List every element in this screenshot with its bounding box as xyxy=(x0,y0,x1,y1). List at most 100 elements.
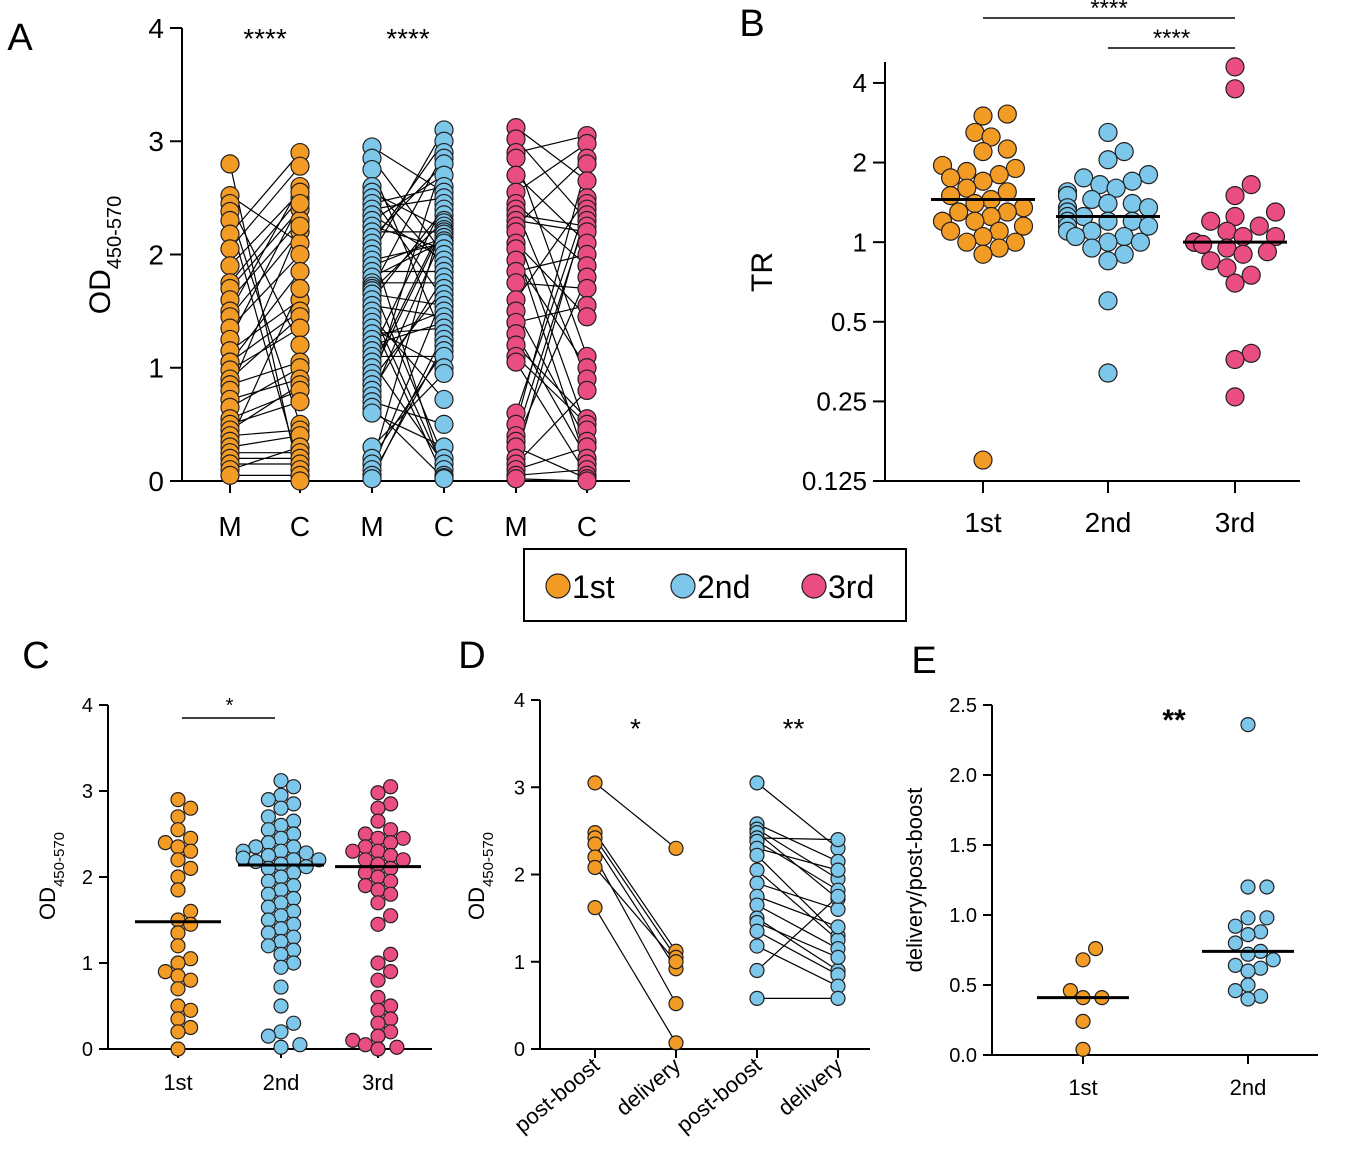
panel-a-pair-line xyxy=(515,231,588,431)
panel-e-point-2nd xyxy=(1240,977,1256,993)
panel-d-pair-line xyxy=(756,895,839,971)
panel-b-point-2nd xyxy=(1106,178,1126,198)
panel-d-y-label: OD450-570 xyxy=(464,832,497,920)
panel-c-point-1st xyxy=(170,981,186,997)
panel-c-point-1st xyxy=(170,791,186,808)
panel-b-point-1st xyxy=(973,450,993,470)
panel-a-pair-line xyxy=(229,429,301,437)
panel-c-point-3rd xyxy=(370,1028,386,1044)
panel-a-point-3rd-M xyxy=(506,469,526,489)
panel-d-point-2nd-post-boost xyxy=(749,990,765,1006)
panel-c-point-1st xyxy=(170,955,186,971)
panel-a-pair-line xyxy=(229,288,301,442)
panel-e-point-2nd xyxy=(1240,991,1256,1007)
panel-a-point-3rd-M xyxy=(506,273,526,293)
panel-c-y-tick-label: 4 xyxy=(82,695,93,717)
panel-b-point-2nd xyxy=(1138,165,1159,185)
panel-a-point-1st-M xyxy=(220,154,240,174)
panel-b-y-tick-label: 4 xyxy=(853,68,867,98)
panel-a-point-1st-M xyxy=(220,256,240,276)
panel-c-point-3rd xyxy=(395,830,411,846)
panel-a-pair-line xyxy=(229,389,301,420)
panel-a-pair-line xyxy=(515,469,588,476)
panel-c-point-3rd xyxy=(383,796,399,812)
panel-a-pair-line xyxy=(515,446,588,471)
legend-label-2nd: 2nd xyxy=(697,569,750,605)
panel-a-pair-line xyxy=(371,203,445,352)
panel-e-y-tick-label: 1.0 xyxy=(949,905,977,927)
panel-a-pair-line xyxy=(229,310,301,363)
panel-a-pair-line xyxy=(371,304,445,318)
panel-c-point-2nd xyxy=(273,787,289,803)
panel-a-pair-line xyxy=(515,253,588,273)
panel-a-y-tick-label: 4 xyxy=(148,13,164,44)
panel-d-point-2nd-delivery xyxy=(830,831,846,848)
panel-c-point-2nd xyxy=(260,938,276,954)
panel-e-x-tick-label: 2nd xyxy=(1230,1075,1267,1100)
panel-b-point-3rd xyxy=(1257,242,1278,262)
panel-d-x-tick-label: delivery xyxy=(773,1053,847,1121)
panel-d-y-tick-label: 4 xyxy=(514,690,525,712)
panel-b-bracket-label: **** xyxy=(1153,25,1190,52)
panel-a-y-tick-label: 2 xyxy=(148,239,164,270)
panel-c-point-3rd xyxy=(383,998,399,1014)
panel-b-point-2nd xyxy=(1065,226,1086,247)
panel-d-letter: D xyxy=(458,635,485,677)
panel-d-y-tick-label: 3 xyxy=(514,777,525,799)
panel-a-point-3rd-C xyxy=(577,154,597,174)
panel-d-pair-line xyxy=(594,782,677,849)
panel-c-point-1st xyxy=(170,1024,186,1040)
panel-d-point-2nd-post-boost xyxy=(749,897,765,913)
panel-c-point-3rd xyxy=(383,946,399,963)
panel-b-point-1st xyxy=(957,161,977,182)
panel-a-pair-line xyxy=(371,233,445,397)
panel-c-point-3rd xyxy=(370,955,386,971)
panel-a-pair-line xyxy=(371,310,445,470)
legend-marker-1st xyxy=(545,573,571,599)
panel-c-point-3rd xyxy=(383,908,399,924)
panel-c-point-3rd xyxy=(345,1032,361,1049)
panel-c-point-2nd xyxy=(286,839,302,855)
panel-b-point-3rd xyxy=(1225,387,1245,407)
panel-d-point-2nd-post-boost xyxy=(749,962,765,979)
panel-c-point-1st xyxy=(183,860,199,877)
panel-a-x-tick-label: M xyxy=(218,511,241,542)
panel-a-pair-line xyxy=(229,378,301,401)
panel-c-point-3rd xyxy=(383,822,399,838)
panel-c-point-2nd xyxy=(260,847,276,864)
panel-b-point-2nd xyxy=(1098,363,1118,383)
panel-a-pair-line xyxy=(371,276,445,391)
panel-d-y-tick-label: 1 xyxy=(514,952,525,974)
panel-b-point-1st xyxy=(997,139,1017,159)
panel-a-pair-line xyxy=(371,157,445,255)
panel-c-point-2nd xyxy=(286,779,302,795)
panel-a-letter: A xyxy=(7,17,33,59)
panel-c-point-1st xyxy=(183,916,199,932)
panel-e-point-2nd xyxy=(1240,716,1256,733)
panel-a-point-2nd-C xyxy=(434,389,454,410)
panel-d-pair-line xyxy=(756,882,839,910)
panel-a-y-tick-label: 3 xyxy=(148,126,164,157)
legend-label-1st: 1st xyxy=(572,569,615,605)
panel-d-point-1st-post-boost xyxy=(587,836,603,852)
panel-b-point-1st xyxy=(997,104,1017,124)
panel-b-y-tick-label: 2 xyxy=(853,148,867,178)
panel-c-point-2nd xyxy=(286,942,302,958)
panel-c-point-1st xyxy=(183,843,199,859)
panel-b-point-1st xyxy=(973,226,993,247)
panel-e-y-tick-label: 0.0 xyxy=(949,1045,977,1067)
panel-b-point-2nd xyxy=(1098,122,1118,143)
panel-c-point-2nd xyxy=(286,813,302,829)
panel-c-point-1st xyxy=(170,882,186,898)
panel-c-point-1st xyxy=(170,852,186,868)
panel-c-y-tick-label: 1 xyxy=(82,953,93,975)
panel-d-point-1st-delivery xyxy=(668,1035,684,1051)
legend: 1st 2nd 3rd xyxy=(523,548,907,622)
panel-a-pair-line xyxy=(371,285,445,459)
panel-b-point-1st xyxy=(973,142,993,162)
panel-a-point-3rd-M xyxy=(506,352,526,372)
panel-b-point-3rd xyxy=(1241,175,1261,195)
panel-a-pair-line xyxy=(229,401,301,425)
panel-a-point-1st-C xyxy=(290,392,310,412)
panel-c-point-1st xyxy=(170,822,186,838)
